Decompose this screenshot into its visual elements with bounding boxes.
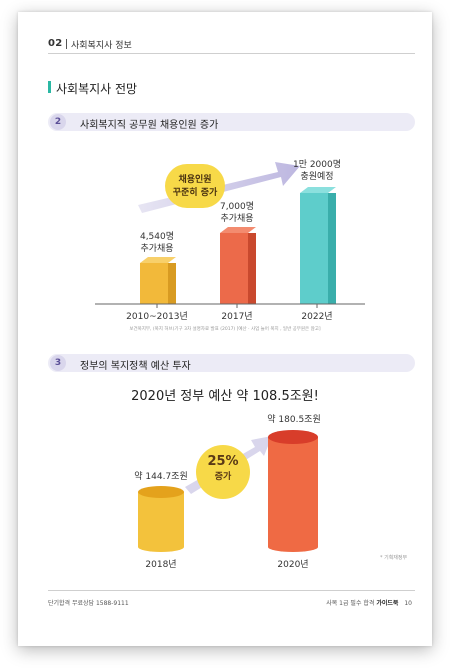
bar3-x-label: 2022년 (301, 312, 333, 322)
bar1-value-label: 4,540명 추가채용 (139, 232, 175, 254)
subsection-2-number: 2 (50, 114, 66, 130)
footer-contact: 단기합격 무료상담 1588-9111 (48, 600, 129, 607)
subsection-2-header (48, 113, 415, 131)
header-rule (48, 53, 415, 54)
badge-percent: 25% (207, 454, 239, 469)
chart1-source-note: 보건복지부, (복지 허브)기구 3차 설명자료 발표 (2017) [예산 ·… (129, 327, 321, 332)
footer-rule (48, 590, 415, 591)
cylinder-2018 (138, 486, 184, 552)
bar3-value-label: 1만 2000명 충원예정 (292, 160, 342, 182)
hiring-bubble: 채용인원 꾸준히 증가 (165, 164, 225, 208)
bar-2022 (300, 187, 336, 304)
bar2-value-label: 7,000명 추가채용 (219, 202, 255, 224)
bar2-x-label: 2017년 (221, 312, 253, 322)
cyl1-x-label: 2018년 (145, 560, 177, 570)
bubble-line1: 채용인원 (178, 175, 212, 185)
chapter-title: 사회복지사 정보 (71, 41, 132, 51)
page-number: 10 (404, 600, 412, 607)
section-title: 사회복지사 전망 (56, 82, 138, 96)
bar-2017 (220, 227, 256, 304)
bar1-x-label: 2010~2013년 (126, 312, 188, 322)
header-divider (66, 39, 67, 49)
chapter-number: 02 (48, 38, 63, 49)
budget-headline: 2020년 정부 예산 약 108.5조원! (131, 389, 319, 404)
badge-word: 증가 (214, 472, 232, 482)
cyl2-x-label: 2020년 (277, 560, 309, 570)
footer-title: 사복 1급 필수 합격 가이드북 10 (326, 600, 412, 607)
subsection-2-title: 사회복지직 공무원 채용인원 증가 (80, 120, 219, 131)
subsection-3-header (48, 354, 415, 372)
cyl1-value-label: 약 144.7조원 (134, 472, 188, 482)
cylinder-2020 (268, 430, 318, 552)
bar-2010-2013 (140, 257, 176, 304)
bubble-line2: 꾸준히 증가 (172, 188, 218, 198)
chart2-source-note: * 기획재정부 (380, 555, 408, 561)
subsection-3-title: 정부의 복지정책 예산 투자 (80, 361, 191, 372)
section-marker (48, 81, 51, 93)
cyl2-value-label: 약 180.5조원 (267, 415, 321, 425)
growth-badge: 25% 증가 (196, 445, 250, 499)
subsection-3-number: 3 (50, 355, 66, 371)
